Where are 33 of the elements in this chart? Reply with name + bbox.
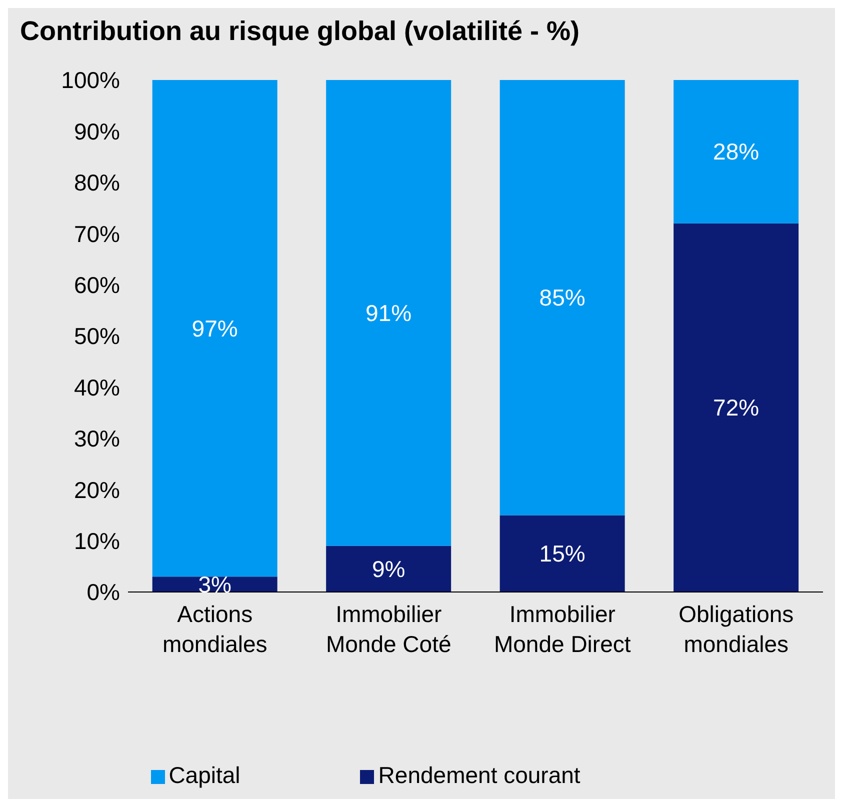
x-tick-label: Immobilier Monde Direct	[494, 601, 632, 657]
y-tick-label: 100%	[61, 67, 120, 94]
y-tick-label: 80%	[74, 170, 120, 196]
y-tick-label: 20%	[74, 476, 120, 503]
bar	[326, 80, 452, 546]
bar	[674, 80, 799, 224]
data-label: 72%	[713, 394, 760, 421]
chart-title: Contribution au risque global (volatilité - %)	[20, 16, 580, 47]
bar	[674, 223, 799, 592]
bar	[152, 80, 278, 577]
y-tick-label: 50%	[74, 323, 120, 350]
bar	[326, 546, 452, 592]
y-tick-label: 90%	[74, 118, 120, 144]
y-tick-label: 40%	[74, 374, 120, 400]
y-tick-label: 0%	[86, 579, 120, 606]
data-label: 15%	[539, 540, 586, 567]
y-tick-label: 10%	[74, 528, 120, 554]
data-label: 85%	[539, 284, 586, 311]
data-label: 91%	[366, 300, 412, 326]
x-tick-label: Immobilier Monde Coté	[326, 601, 452, 657]
bar	[500, 515, 625, 592]
y-tick-label: 60%	[74, 272, 120, 298]
y-tick-label: 70%	[74, 220, 120, 247]
x-tick-label: Obligations mondiales	[678, 601, 794, 657]
x-tick-label: Actions mondiales	[162, 601, 268, 657]
data-label: 28%	[713, 138, 760, 165]
legend-label: Rendement courant	[378, 762, 580, 788]
data-label: 3%	[198, 571, 232, 598]
data-label: 97%	[192, 315, 238, 342]
legend-label: Capital	[168, 762, 240, 788]
y-tick-label: 30%	[74, 426, 120, 452]
data-label: 9%	[372, 556, 406, 582]
bar	[500, 80, 625, 516]
